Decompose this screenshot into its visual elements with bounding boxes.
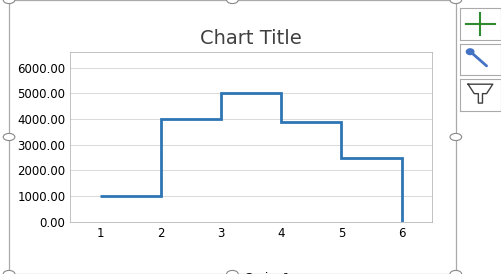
Circle shape [449, 133, 461, 141]
Circle shape [3, 270, 15, 274]
Legend: Series1: Series1 [206, 267, 295, 274]
Circle shape [3, 133, 15, 141]
Circle shape [226, 0, 238, 4]
Ellipse shape [465, 49, 473, 55]
Circle shape [449, 270, 461, 274]
Circle shape [3, 0, 15, 4]
Circle shape [449, 0, 461, 4]
Title: Chart Title: Chart Title [200, 29, 301, 48]
Circle shape [226, 270, 238, 274]
